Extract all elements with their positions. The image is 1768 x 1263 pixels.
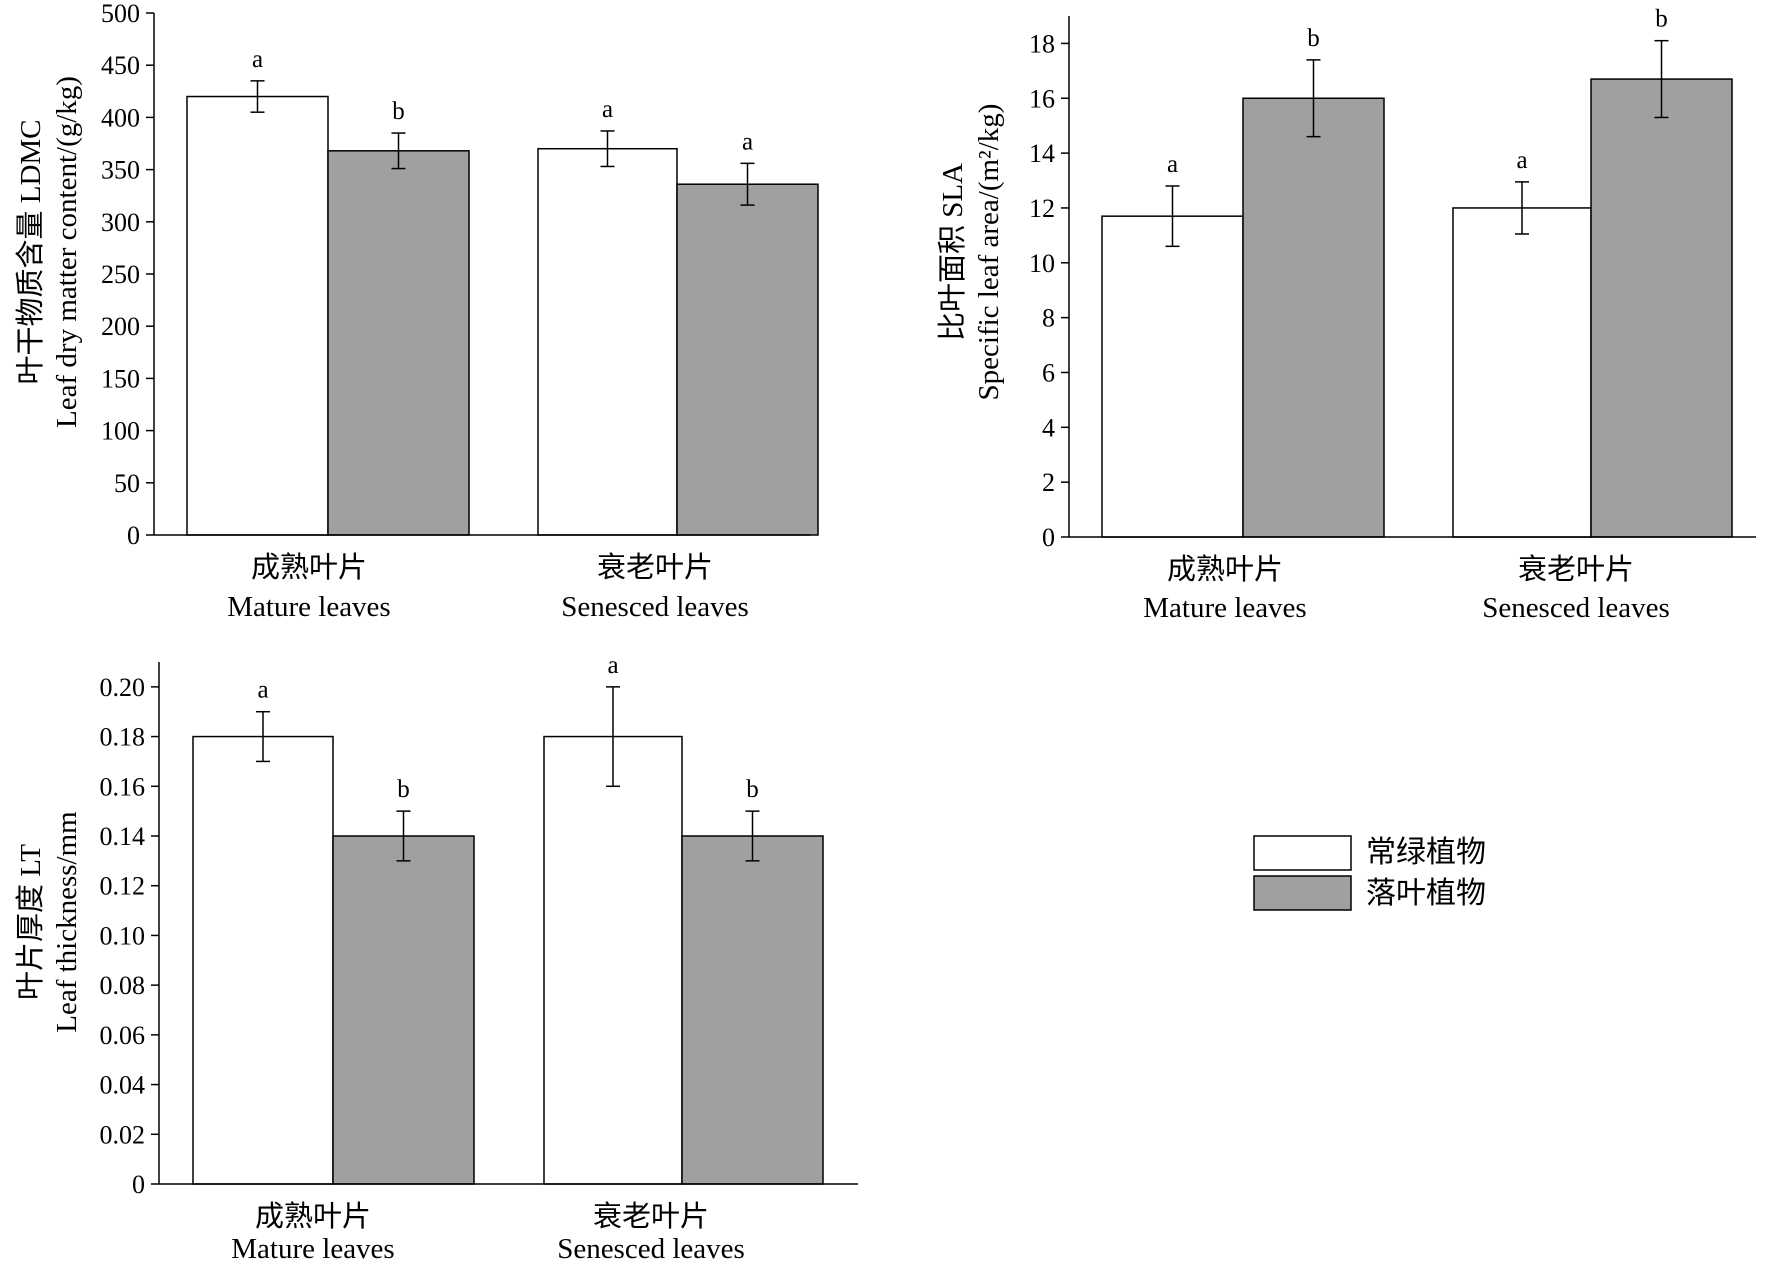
- legend-swatch-evergreen: [1253, 835, 1352, 871]
- significance-letter: b: [392, 98, 405, 125]
- y-axis-title-en: Specific leaf area/(m²/kg): [973, 104, 1005, 401]
- y-tick-label: 14: [1029, 139, 1055, 168]
- y-tick-label: 0.20: [100, 673, 146, 702]
- chart-ldmc: a b a a 0 50 100 150 200 250 300 350 400 450 500 成熟叶片 Ma…: [14, 0, 819, 623]
- y-tick-label: 0.14: [100, 822, 146, 851]
- significance-letter: a: [1516, 147, 1527, 174]
- significance-letter: b: [746, 776, 759, 803]
- bar-evergreen-mature: [1101, 215, 1244, 538]
- significance-letter: a: [257, 677, 268, 704]
- bar-evergreen-senesced: [543, 735, 683, 1185]
- x-category-label-cn: 成熟叶片: [1167, 553, 1283, 586]
- x-category-label-cn: 衰老叶片: [1518, 553, 1634, 586]
- y-tick-label: 0.12: [100, 872, 146, 901]
- y-tick-label: 0.02: [100, 1120, 146, 1149]
- y-tick-label: 150: [101, 364, 140, 393]
- y-axis-title-cn: 叶片厚度 LT: [14, 844, 47, 1000]
- bar-deciduous-mature: [1242, 97, 1385, 538]
- y-tick-label: 450: [101, 51, 140, 80]
- x-category-label-en: Senesced leaves: [561, 591, 749, 623]
- y-tick-label: 18: [1029, 29, 1055, 58]
- bar-deciduous-senesced: [1590, 78, 1733, 538]
- significance-letter: a: [602, 96, 613, 123]
- bar-deciduous-senesced: [676, 183, 819, 536]
- x-category-label-en: Mature leaves: [1143, 592, 1306, 624]
- significance-letter: b: [397, 776, 410, 803]
- y-tick-label: 0: [127, 521, 140, 550]
- y-tick-label: 16: [1029, 84, 1055, 113]
- y-tick-label: 250: [101, 260, 140, 289]
- significance-letter: a: [607, 652, 618, 679]
- y-tick-label: 4: [1042, 413, 1055, 442]
- bar-evergreen-mature: [192, 735, 334, 1185]
- y-tick-label: 0.18: [100, 723, 146, 752]
- x-category-label-cn: 衰老叶片: [593, 1200, 709, 1233]
- legend: 常绿植物 落叶植物: [1253, 835, 1486, 911]
- significance-letter: a: [252, 46, 263, 73]
- y-tick-label: 200: [101, 312, 140, 341]
- x-category-label-en: Mature leaves: [227, 591, 390, 623]
- x-category-label-cn: 衰老叶片: [597, 551, 713, 584]
- significance-letter: a: [1167, 151, 1178, 178]
- chart-lt: a b a b 0 0.02 0.04 0.06 0.08 0.10 0.12 0.14 0.16 0.1…: [14, 652, 858, 1263]
- y-tick-label: 8: [1042, 304, 1055, 333]
- y-tick-label: 50: [114, 469, 140, 498]
- chart-sla: a b a b 0 2 4 6 8 10 12 14 16 18 成熟叶片 Mature leaves 衰老叶片…: [936, 6, 1756, 624]
- bar-deciduous-senesced: [681, 835, 824, 1185]
- x-category-label-en: Senesced leaves: [1482, 592, 1670, 624]
- y-tick-label: 400: [101, 103, 140, 132]
- x-category-label-cn: 成熟叶片: [255, 1200, 371, 1233]
- y-tick-label: 0.04: [100, 1071, 146, 1100]
- bar-deciduous-mature: [327, 150, 470, 536]
- y-axis-title-en: Leaf dry matter content/(g/kg): [51, 76, 83, 428]
- y-axis-title-cn: 比叶面积 SLA: [936, 163, 969, 341]
- bar-evergreen-mature: [186, 95, 329, 536]
- y-axis-title-en: Leaf thickness/mm: [51, 811, 83, 1033]
- legend-label-evergreen: 常绿植物: [1366, 836, 1486, 869]
- significance-letter: b: [1655, 6, 1668, 33]
- y-tick-label: 0: [132, 1170, 145, 1199]
- y-tick-label: 2: [1042, 468, 1055, 497]
- y-tick-label: 100: [101, 417, 140, 446]
- y-axis-title-cn: 叶干物质含量 LDMC: [14, 119, 47, 384]
- y-tick-label: 0: [1042, 523, 1055, 552]
- y-tick-label: 0.16: [100, 772, 146, 801]
- y-tick-label: 6: [1042, 358, 1055, 387]
- y-tick-label: 0.08: [100, 971, 146, 1000]
- legend-swatch-deciduous: [1253, 875, 1352, 911]
- significance-letter: a: [742, 128, 753, 155]
- x-category-label-cn: 成熟叶片: [251, 551, 367, 584]
- x-category-label-en: Mature leaves: [231, 1233, 394, 1263]
- y-tick-label: 300: [101, 208, 140, 237]
- y-tick-label: 0.10: [100, 921, 146, 950]
- bar-deciduous-mature: [332, 835, 475, 1185]
- bar-evergreen-senesced: [537, 147, 678, 536]
- y-tick-label: 350: [101, 156, 140, 185]
- y-tick-label: 10: [1029, 249, 1055, 278]
- y-tick-label: 12: [1029, 194, 1055, 223]
- significance-letter: b: [1307, 25, 1320, 52]
- bar-evergreen-senesced: [1452, 207, 1592, 538]
- legend-label-deciduous: 落叶植物: [1366, 877, 1486, 910]
- y-tick-label: 0.06: [100, 1021, 146, 1050]
- y-tick-label: 500: [101, 0, 140, 28]
- x-category-label-en: Senesced leaves: [557, 1233, 745, 1263]
